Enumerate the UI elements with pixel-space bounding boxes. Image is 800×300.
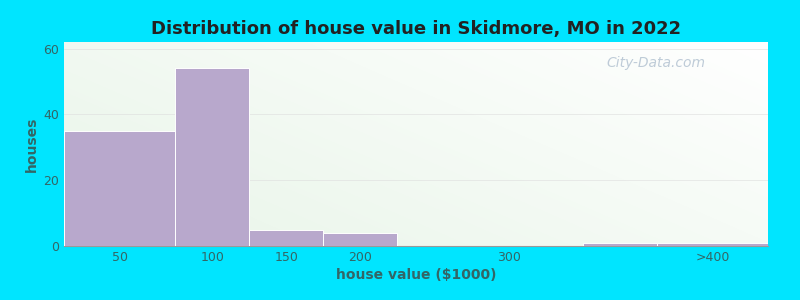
Bar [582, 243, 657, 246]
Bar [175, 68, 250, 246]
Bar [323, 233, 398, 246]
Text: City-Data.com: City-Data.com [606, 56, 705, 70]
Title: Distribution of house value in Skidmore, MO in 2022: Distribution of house value in Skidmore,… [151, 20, 681, 38]
X-axis label: house value ($1000): house value ($1000) [336, 268, 496, 282]
Y-axis label: houses: houses [25, 116, 39, 172]
Bar [64, 131, 175, 246]
Bar [250, 230, 323, 246]
Bar [657, 243, 768, 246]
